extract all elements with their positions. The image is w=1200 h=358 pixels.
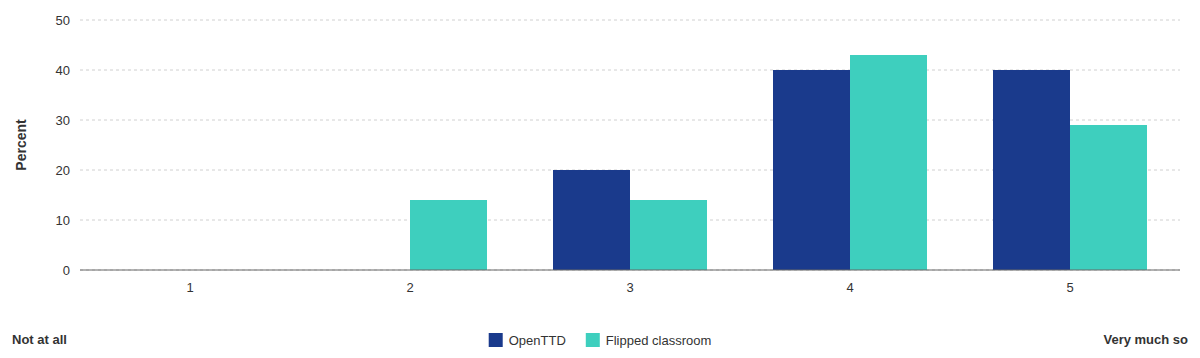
x-tick-label: 2 [406,280,413,295]
series: Flipped classroom: 0Flipped classroom: 1… [410,55,1147,270]
x-tick-label: 4 [846,280,853,295]
y-tick-label: 30 [56,113,70,128]
series: OpenTTD: 0OpenTTD: 0OpenTTD: 20OpenTTD: … [553,70,1070,270]
annotation: Not at all [12,332,67,347]
bar: OpenTTD: 40 [993,70,1070,270]
legend-label: OpenTTD [509,333,566,348]
y-tick-label: 50 [56,13,70,28]
x-tick-label: 1 [186,280,193,295]
legend-swatch [489,333,503,347]
bar: Flipped classroom: 29 [1070,125,1147,270]
grid-line [80,20,1180,21]
x-ticks: 1 2 3 4 5 [186,280,1073,295]
y-tick-label: 40 [56,63,70,78]
y-ticks: 0 10 20 30 40 50 [56,13,70,278]
x-tick-label: 5 [1066,280,1073,295]
y-tick-label: 20 [56,163,70,178]
bar: OpenTTD: 20 [553,170,630,270]
chart: 0 10 20 30 40 50 Percent OpenTTD: 0OpenTTD: 0Op… [0,0,1200,358]
bars: OpenTTD: 0OpenTTD: 0OpenTTD: 20OpenTTD: … [410,55,1147,270]
chart-container: 0 10 20 30 40 50 Percent OpenTTD: 0OpenTTD: 0Op… [0,0,1200,358]
bar: OpenTTD: 40 [773,70,850,270]
x-tick-label: 3 [626,280,633,295]
annotation: Very much so [1103,332,1188,347]
x-axis-line [80,270,1180,271]
y-tick-label: 0 [63,263,70,278]
y-axis-label: Percent [13,119,29,171]
bar: Flipped classroom: 14 [410,200,487,270]
bar: Flipped classroom: 43 [850,55,927,270]
legend: OpenTTD Flipped classroom [489,333,712,348]
y-tick-label: 10 [56,213,70,228]
legend-swatch [586,333,600,347]
y-grid [80,20,1180,270]
bar: Flipped classroom: 14 [630,200,707,270]
grid-line [80,270,1180,271]
legend-label: Flipped classroom [606,333,712,348]
